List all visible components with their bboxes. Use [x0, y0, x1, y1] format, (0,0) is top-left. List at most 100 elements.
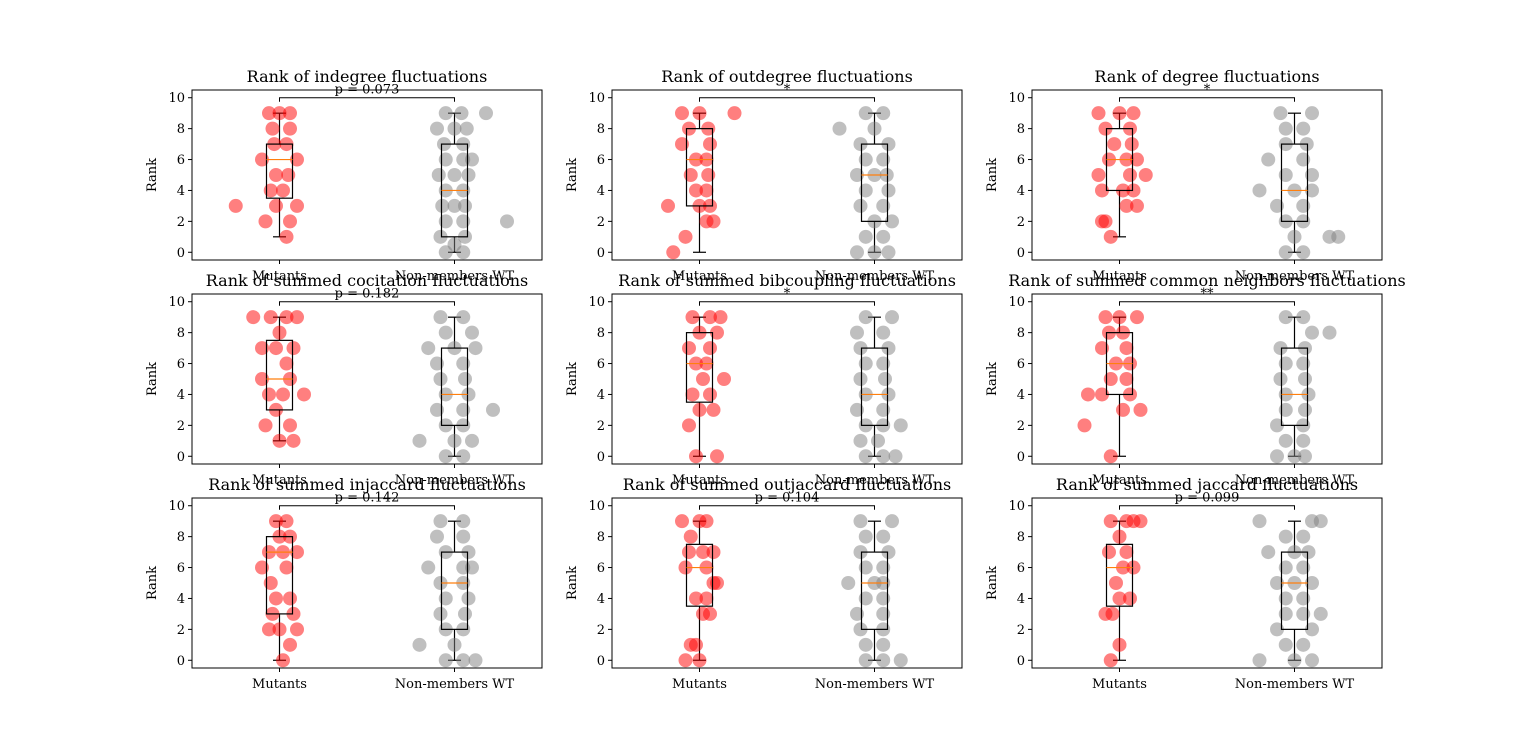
data-point — [853, 198, 868, 213]
data-point — [1322, 325, 1337, 340]
y-tick-label: 2 — [177, 215, 185, 230]
data-point — [703, 606, 717, 621]
axes-frame — [611, 497, 963, 669]
data-point — [876, 229, 891, 244]
data-point — [1103, 653, 1118, 668]
data-point — [1278, 356, 1293, 371]
data-point — [682, 418, 696, 433]
chart-title: Rank of indegree fluctuations — [247, 67, 488, 86]
x-tick-label: Non-members WT — [395, 269, 515, 284]
x-tick-label: Mutants — [672, 677, 727, 692]
data-point — [433, 229, 448, 244]
x-tick-label: Non-members WT — [1235, 473, 1355, 488]
data-point — [430, 356, 444, 371]
data-point — [876, 402, 891, 417]
data-point — [430, 402, 444, 417]
data-point — [689, 183, 703, 198]
data-point — [717, 372, 731, 386]
y-tick-label: 6 — [597, 561, 605, 576]
data-point — [1287, 653, 1302, 668]
data-point — [276, 183, 290, 198]
data-point — [1109, 576, 1123, 590]
data-point — [867, 121, 882, 136]
chart-panel-2: 0 2 4 6 8 10 Mutants Non-members WT Rank *Rank of… — [565, 67, 963, 284]
data-point — [881, 137, 896, 152]
data-point — [850, 606, 864, 621]
data-point — [297, 387, 311, 402]
data-point — [1252, 514, 1267, 529]
data-point — [228, 198, 243, 213]
data-point — [685, 310, 700, 325]
y-tick-label: 6 — [1017, 357, 1025, 372]
data-point — [283, 591, 297, 606]
data-point — [876, 637, 891, 652]
data-point — [438, 449, 453, 464]
box-iqr — [440, 551, 469, 630]
data-point — [1130, 310, 1144, 325]
data-point — [263, 183, 278, 198]
data-point — [500, 214, 514, 229]
y-axis-label: Rank — [985, 566, 1000, 600]
data-point — [678, 229, 693, 244]
data-point — [1123, 591, 1137, 606]
data-point — [853, 137, 868, 152]
x-tick-label: Mutants — [252, 677, 307, 692]
y-tick-label: 10 — [168, 499, 185, 514]
data-point — [1305, 325, 1319, 340]
data-point — [1296, 121, 1311, 136]
data-point — [283, 418, 297, 433]
data-point — [666, 245, 681, 260]
data-point — [269, 514, 283, 529]
data-point — [255, 372, 269, 386]
data-point — [1112, 637, 1127, 652]
chart-title: Rank of summed cocitation fluctuations — [206, 271, 528, 290]
chart-panel-9: 0 2 4 6 8 10 Mutants Non-members WT Rank p = 0.09… — [985, 475, 1383, 692]
data-point — [876, 529, 891, 544]
data-point — [272, 433, 287, 448]
data-point — [258, 418, 273, 433]
data-point — [881, 341, 896, 356]
data-point — [465, 325, 479, 340]
box-iqr — [1105, 543, 1134, 607]
data-point — [832, 121, 847, 136]
data-point — [283, 106, 297, 121]
box-iqr — [1280, 143, 1309, 222]
y-tick-label: 8 — [1017, 122, 1025, 137]
data-point — [269, 591, 283, 606]
y-tick-label: 8 — [177, 530, 185, 545]
data-point — [1278, 591, 1293, 606]
x-tick-label: Non-members WT — [1235, 269, 1355, 284]
data-point — [858, 152, 873, 167]
box-iqr — [265, 339, 294, 411]
data-point — [1126, 106, 1141, 121]
data-point — [433, 514, 448, 529]
data-point — [881, 387, 896, 402]
data-point — [276, 387, 290, 402]
data-point — [682, 545, 696, 560]
data-point — [1305, 653, 1319, 668]
data-point — [246, 310, 261, 325]
data-point — [1301, 545, 1316, 560]
data-point — [1112, 529, 1127, 544]
data-point — [447, 198, 462, 213]
y-tick-label: 10 — [588, 499, 605, 514]
significance-bracket — [1119, 97, 1295, 102]
data-point — [876, 152, 891, 167]
x-tick-label: Mutants — [672, 269, 727, 284]
data-point — [876, 606, 891, 621]
data-point — [876, 653, 891, 668]
data-point — [269, 198, 283, 213]
data-point — [255, 560, 269, 575]
data-point — [1296, 433, 1311, 448]
data-point — [696, 372, 710, 386]
y-tick-label: 0 — [1017, 450, 1025, 465]
y-tick-label: 0 — [177, 654, 185, 669]
data-point — [858, 183, 873, 198]
data-point — [1123, 168, 1137, 182]
data-point — [682, 341, 696, 356]
y-tick-label: 10 — [1008, 499, 1025, 514]
y-tick-label: 4 — [1017, 592, 1025, 607]
y-tick-label: 6 — [597, 357, 605, 372]
data-point — [1296, 591, 1311, 606]
